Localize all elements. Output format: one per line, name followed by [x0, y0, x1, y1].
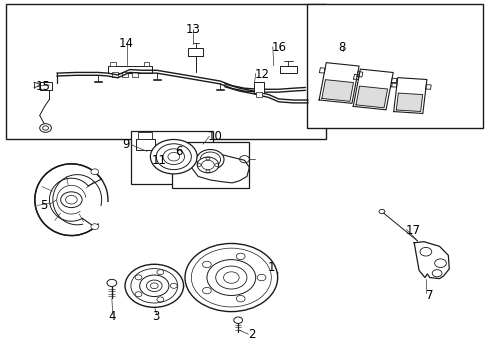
Circle shape [419, 247, 431, 256]
Circle shape [257, 274, 265, 281]
Bar [172, 142, 249, 188]
Text: 3: 3 [152, 310, 159, 324]
Circle shape [196, 149, 224, 170]
Circle shape [236, 296, 244, 302]
Bar [112, 72, 118, 77]
Bar [132, 72, 138, 77]
Polygon shape [393, 78, 426, 113]
Circle shape [135, 292, 142, 297]
Circle shape [202, 261, 211, 268]
Bar [279, 66, 296, 73]
Circle shape [157, 270, 163, 275]
Text: 10: 10 [207, 130, 223, 144]
Polygon shape [413, 242, 448, 279]
Text: 15: 15 [36, 80, 51, 93]
Circle shape [233, 317, 242, 323]
Text: 1: 1 [267, 261, 275, 274]
Circle shape [202, 287, 211, 294]
Polygon shape [355, 86, 387, 108]
Bar [256, 93, 262, 97]
Bar [306, 4, 483, 128]
Text: 12: 12 [254, 68, 269, 81]
Circle shape [170, 283, 177, 288]
Circle shape [150, 139, 197, 174]
Text: 2: 2 [248, 328, 255, 341]
Circle shape [125, 264, 183, 307]
Polygon shape [396, 93, 422, 112]
Text: 6: 6 [175, 145, 182, 158]
Polygon shape [185, 154, 249, 183]
Text: 7: 7 [425, 289, 432, 302]
Bar [40, 82, 52, 90]
Bar [131, 131, 213, 184]
Circle shape [184, 243, 277, 312]
Text: 16: 16 [271, 41, 286, 54]
Polygon shape [321, 80, 353, 101]
Polygon shape [352, 69, 392, 110]
Text: 13: 13 [185, 23, 201, 36]
Circle shape [91, 169, 99, 175]
Text: 14: 14 [119, 37, 134, 50]
Bar [143, 62, 149, 66]
Bar [254, 82, 264, 93]
Text: 9: 9 [122, 138, 130, 150]
Circle shape [431, 270, 441, 277]
Text: 5: 5 [40, 199, 47, 212]
Circle shape [107, 279, 117, 287]
Circle shape [91, 224, 99, 229]
Text: 8: 8 [338, 41, 345, 54]
Bar [138, 132, 152, 139]
Circle shape [135, 275, 142, 280]
Polygon shape [319, 63, 358, 103]
Circle shape [157, 297, 163, 302]
Circle shape [236, 253, 244, 260]
Circle shape [434, 259, 446, 267]
Circle shape [61, 192, 82, 208]
Bar [188, 48, 203, 55]
Bar [122, 72, 128, 77]
Text: 4: 4 [108, 310, 115, 324]
Bar [110, 62, 116, 66]
Circle shape [197, 157, 218, 173]
Text: 11: 11 [151, 154, 166, 167]
Bar [108, 66, 152, 73]
Bar [136, 139, 155, 150]
Text: 17: 17 [405, 224, 420, 237]
Circle shape [40, 124, 51, 132]
Bar [5, 4, 326, 139]
